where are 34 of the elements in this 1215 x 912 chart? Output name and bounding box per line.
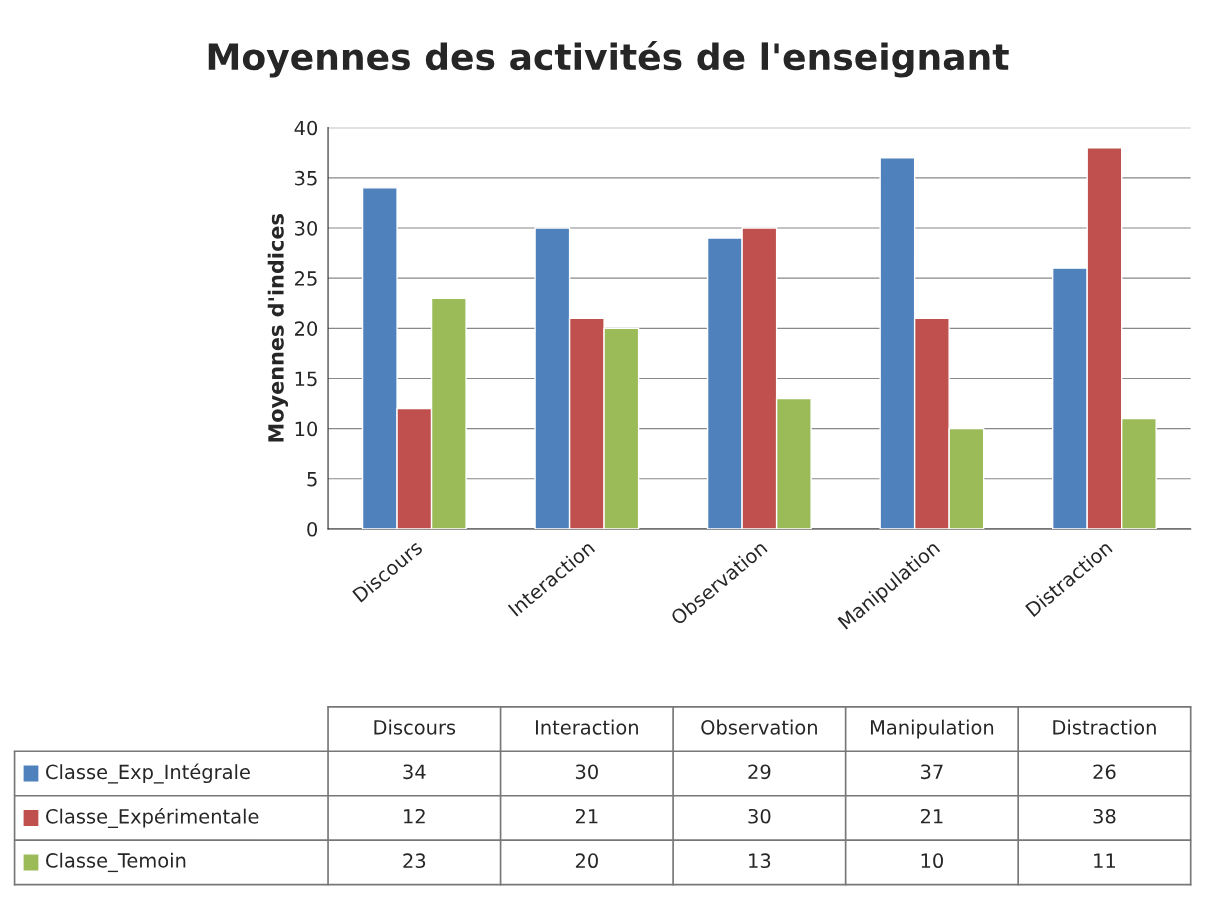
category-label: Discours	[374, 719, 456, 735]
data-label: 12	[404, 808, 425, 824]
data-label: 29	[748, 764, 771, 780]
legend-label: Classe_Temoin	[46, 852, 186, 873]
data-label: 30	[575, 764, 598, 780]
data-label: 10	[921, 853, 943, 869]
data-label: 30	[748, 808, 771, 824]
y-tick-label: 35	[295, 170, 317, 186]
category-label: Interaction	[536, 719, 638, 735]
data-label: 21	[920, 808, 943, 824]
y-tick-label: 15	[295, 371, 317, 387]
data-label: 26	[1093, 764, 1116, 780]
y-tick-label: 20	[295, 321, 318, 336]
category-label: Distraction	[1053, 719, 1156, 735]
chart-title: Moyennes des activités de l'enseignant	[208, 40, 1009, 78]
data-label: 38	[1093, 808, 1116, 824]
data-label: 23	[403, 853, 426, 869]
data-label: 11	[1094, 853, 1116, 868]
y-tick-label: 0	[307, 521, 318, 537]
category-label: Observation	[701, 719, 817, 735]
y-tick-label: 5	[307, 472, 317, 487]
legend-label: Classe_Exp_Intégrale	[46, 763, 250, 784]
data-label: 20	[575, 853, 598, 869]
y-tick-label: 40	[294, 120, 318, 136]
data-label: 37	[921, 764, 943, 780]
data-label: 13	[749, 853, 771, 869]
category-label: Manipulation	[870, 719, 994, 739]
y-tick-label: 30	[295, 220, 318, 236]
data-label: 21	[575, 808, 598, 824]
y-tick-label: 10	[295, 421, 318, 437]
legend-label: Classe_Expérimentale	[46, 807, 259, 829]
data-label: 34	[403, 764, 426, 780]
y-tick-label: 25	[295, 271, 317, 286]
y-axis-title: Moyennes d'indices	[267, 214, 289, 442]
